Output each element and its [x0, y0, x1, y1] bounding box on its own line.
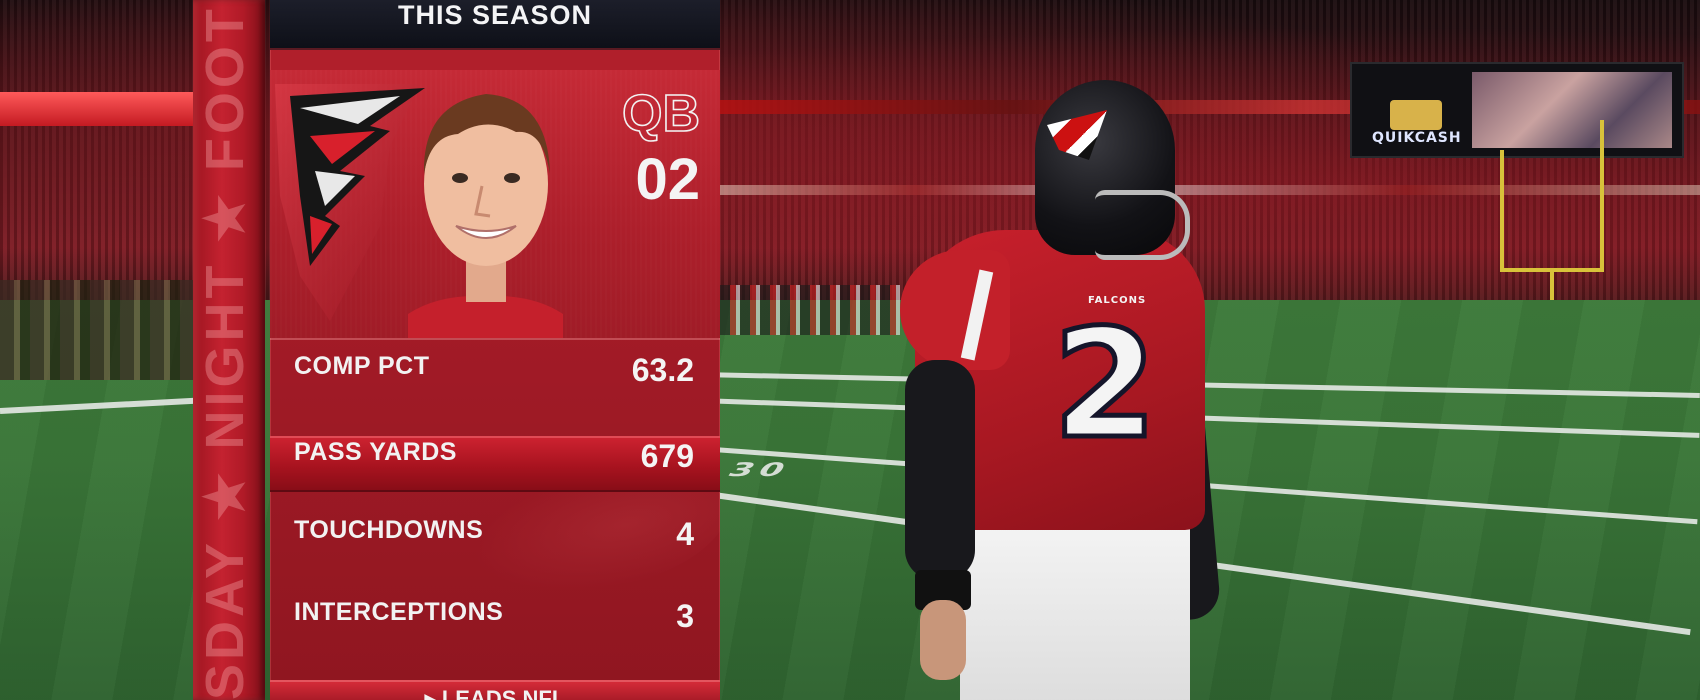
- player-pants: [960, 520, 1190, 700]
- player-helmet: [1035, 80, 1190, 260]
- stat-row-interceptions: INTERCEPTIONS 3: [270, 598, 720, 650]
- player-jersey-number: 02: [635, 147, 700, 212]
- stat-label: INTERCEPTIONS: [294, 598, 504, 626]
- stat-row-comp-pct: COMP PCT 63.2: [270, 352, 720, 404]
- stat-value: 63.2: [631, 352, 694, 388]
- ribbon-board-left: [0, 92, 195, 126]
- yard-line: [0, 397, 200, 414]
- quarterback-player: FALCONS 2: [900, 80, 1240, 700]
- goalpost-base: [1550, 270, 1554, 310]
- falcon-helmet-logo-icon: [1047, 110, 1107, 160]
- goalpost-upright-right: [1600, 120, 1604, 270]
- falcons-logo-icon: [275, 84, 425, 321]
- goalpost-upright-left: [1500, 150, 1504, 270]
- stat-value: 4: [676, 516, 694, 552]
- sideline-team: [720, 285, 900, 335]
- ribbon-board-lower: [720, 185, 1700, 195]
- panel-header: THIS SEASON: [270, 0, 720, 50]
- player-hand: [920, 600, 966, 680]
- stat-label: PASS YARDS: [294, 438, 457, 466]
- stat-label: TOUCHDOWNS: [294, 516, 484, 544]
- player-shoulder: [900, 250, 1010, 370]
- leads-nfl-bar: ▸ LEADS NFL: [270, 680, 720, 700]
- show-title-text: SDAY ★ NIGHT ★ FOOT: [195, 5, 255, 700]
- stat-value: 679: [640, 438, 694, 474]
- jumbotron-screen: [1472, 72, 1672, 148]
- jersey-number: 2: [1050, 298, 1159, 472]
- player-hero: QB 02: [270, 70, 720, 338]
- stat-row-touchdowns: TOUCHDOWNS 4: [270, 516, 720, 568]
- leads-nfl-text: ▸ LEADS NFL: [424, 686, 566, 700]
- jumbotron-text: QUIKCASH: [1372, 130, 1462, 146]
- field-yard-number: 30: [722, 459, 797, 481]
- player-position: QB: [621, 85, 701, 143]
- show-title-banner: SDAY ★ NIGHT ★ FOOT: [193, 0, 265, 700]
- sideline-people: [0, 280, 195, 380]
- jersey-team-word: FALCONS: [1088, 295, 1147, 306]
- stat-label: COMP PCT: [294, 352, 430, 380]
- panel-title: THIS SEASON: [397, 0, 593, 30]
- player-stats-panel: THIS SEASON QB: [270, 0, 720, 700]
- stat-row-pass-yards: PASS YARDS 679: [270, 436, 720, 492]
- jumbotron: QUIKCASH: [1350, 62, 1684, 158]
- player-arm: [905, 360, 975, 580]
- player-headshot: [408, 94, 563, 338]
- facemask: [1095, 190, 1190, 260]
- jumbotron-logo: [1390, 100, 1442, 130]
- stat-value: 3: [676, 598, 694, 634]
- divider: [270, 338, 720, 340]
